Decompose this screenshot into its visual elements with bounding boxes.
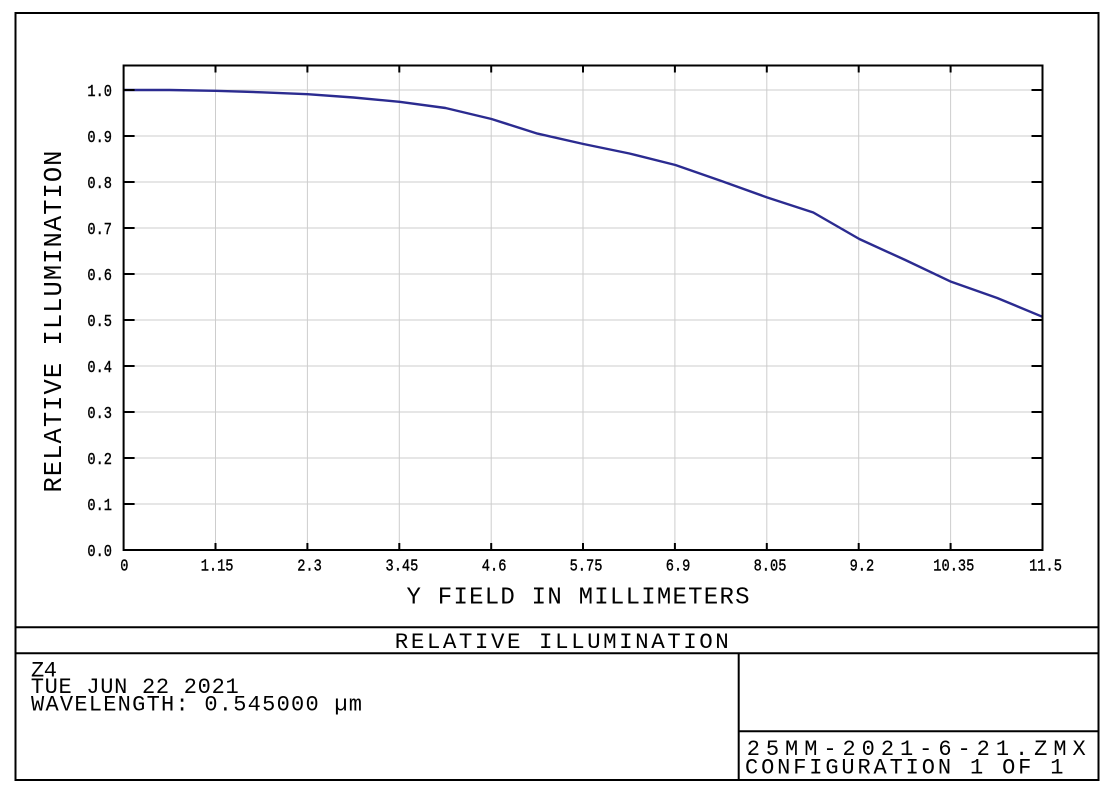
svg-text:0.4: 0.4 bbox=[87, 359, 112, 378]
svg-text:11.5: 11.5 bbox=[1029, 557, 1062, 576]
svg-text:Y FIELD IN MILLIMETERS: Y FIELD IN MILLIMETERS bbox=[407, 584, 750, 611]
svg-text:3.45: 3.45 bbox=[386, 557, 419, 576]
svg-text:WAVELENGTH: 0.545000 µm: WAVELENGTH: 0.545000 µm bbox=[31, 693, 362, 718]
svg-text:1.15: 1.15 bbox=[201, 557, 234, 576]
svg-text:TUE JUN 22 2021: TUE JUN 22 2021 bbox=[31, 675, 239, 700]
svg-text:10.35: 10.35 bbox=[933, 557, 974, 576]
svg-text:8.05: 8.05 bbox=[754, 557, 787, 576]
svg-text:1.0: 1.0 bbox=[87, 83, 112, 102]
svg-text:6.9: 6.9 bbox=[666, 557, 691, 576]
svg-text:RELATIVE ILLUMINATION: RELATIVE ILLUMINATION bbox=[395, 629, 729, 655]
svg-text:0.0: 0.0 bbox=[87, 543, 112, 562]
svg-text:RELATIVE ILLUMINATION: RELATIVE ILLUMINATION bbox=[40, 151, 69, 493]
svg-text:5.75: 5.75 bbox=[570, 557, 603, 576]
svg-text:0.1: 0.1 bbox=[87, 497, 112, 516]
svg-text:0.3: 0.3 bbox=[87, 405, 112, 424]
svg-text:0.6: 0.6 bbox=[87, 267, 112, 286]
svg-text:0: 0 bbox=[120, 557, 128, 576]
svg-text:2.3: 2.3 bbox=[297, 557, 322, 576]
svg-text:0.9: 0.9 bbox=[87, 129, 112, 148]
svg-text:0.2: 0.2 bbox=[87, 451, 112, 470]
svg-text:0.5: 0.5 bbox=[87, 313, 112, 332]
svg-text:0.8: 0.8 bbox=[87, 175, 112, 194]
svg-text:Z4: Z4 bbox=[31, 659, 57, 684]
svg-text:0.7: 0.7 bbox=[87, 221, 112, 240]
svg-text:4.6: 4.6 bbox=[482, 557, 507, 576]
svg-text:9.2: 9.2 bbox=[850, 557, 875, 576]
